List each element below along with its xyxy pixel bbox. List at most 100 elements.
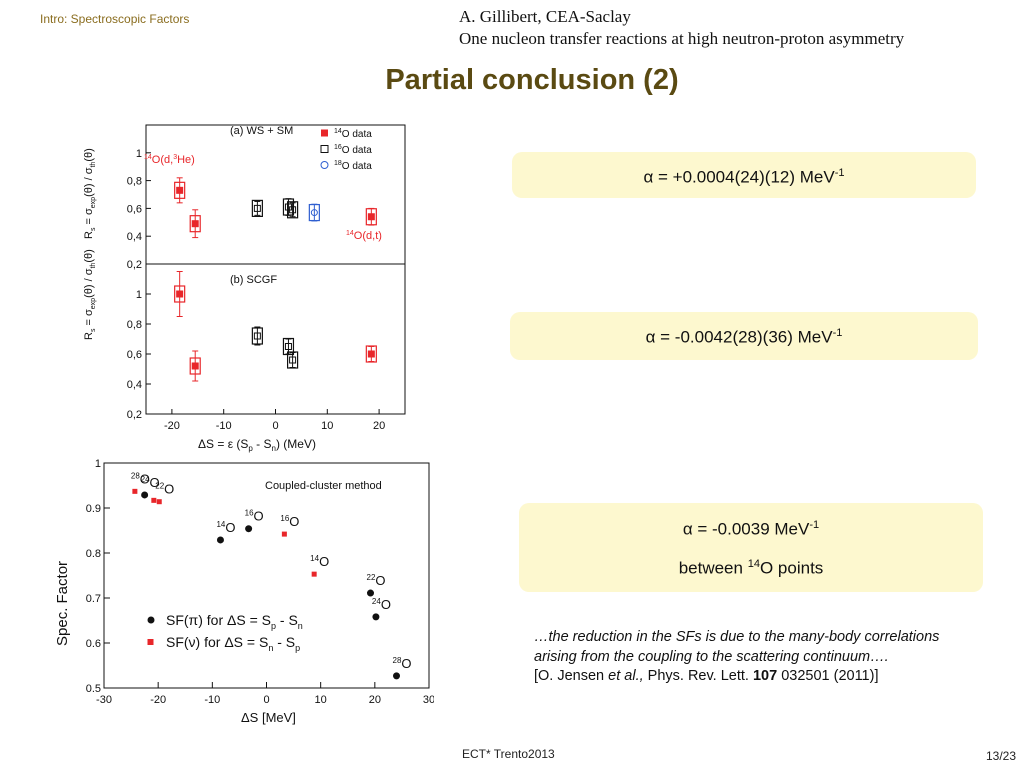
panel-a-ylabel: Rs = σexp(θ) / σth(θ): [83, 148, 97, 239]
ytick-label: 0.7: [86, 593, 101, 605]
annotation-dt: 14O(d,t): [346, 230, 382, 242]
quote-text: …the reduction in the SFs is due to the …: [534, 629, 940, 665]
panel-b-ylabel: Rs = σexp(θ) / σth(θ): [83, 249, 97, 340]
sys-box: [308, 203, 320, 222]
between-text: between: [678, 558, 748, 578]
alpha-value: = -0.0042(28)(36) MeV: [655, 327, 833, 347]
ytick-label: 0.6: [86, 638, 101, 650]
ytick-label: 1: [136, 148, 142, 160]
panel-b-xlabel: ΔS = ε (Sp - Sn) (MeV): [198, 437, 316, 453]
cc-chart: Coupled-cluster method 0.5 0.6 0.7 0.8 0.9 1 -…: [86, 458, 434, 725]
ytick-label: 0,4: [127, 379, 142, 391]
legend-dot-pi: [147, 616, 155, 624]
panel-b: (b) SCGF 0,2 0,4 0,6 0,8 1 -20 -10 0 10 20: [127, 263, 406, 432]
slide-title: Partial conclusion (2): [385, 64, 679, 96]
ytick-label: 0.5: [86, 683, 101, 695]
ytick-label: 0,2: [127, 409, 142, 421]
ref-authors: [O. Jensen: [534, 668, 609, 684]
sf-pi-point: [245, 525, 253, 533]
legend-square-nu: [147, 639, 154, 645]
cc-legend: SF(π) for ΔS = Sp - Sn SF(ν) for ΔS = Sn…: [147, 612, 303, 653]
sf-nu-point: [151, 497, 157, 503]
xtick-label: -30: [96, 694, 112, 706]
sf-pi-point: [393, 672, 400, 680]
alpha-unit-exp: -1: [832, 327, 843, 339]
panel-a: (a) WS + SM 14O data 16O data 18O data 0,2…: [127, 124, 406, 271]
sys-box: [174, 181, 186, 199]
legend-entry: 14O data: [334, 128, 372, 140]
talk-title: One nucleon transfer reactions at high n…: [459, 29, 905, 48]
xtick-label: 30: [423, 694, 434, 706]
panel-a-legend: 14O data 16O data 18O data: [320, 128, 372, 172]
ref-volume: 107: [752, 668, 778, 684]
xtick-label: -20: [150, 694, 166, 706]
author-line: A. Gillibert, CEA-Saclay: [459, 7, 631, 26]
author-block: A. Gillibert, CEA-Saclay One nucleon tra…: [459, 6, 904, 50]
ref-pages: 032501 (2011)]: [777, 668, 879, 684]
xtick-label: 0: [272, 420, 278, 432]
sf-nu-point: [281, 531, 287, 537]
alpha-symbol: α: [645, 327, 656, 347]
ref-etal: et al.,: [608, 668, 644, 684]
isotope-label: 14O: [216, 520, 235, 535]
panel-b-xticks: -20 -10 0 10 20: [164, 409, 385, 432]
sys-box: [365, 345, 377, 363]
isotope-mass: 14: [747, 557, 760, 570]
reference: [O. Jensen et al., Phys. Rev. Lett. 107 …: [534, 667, 954, 687]
data-point: [253, 204, 261, 212]
sys-box: [365, 208, 377, 226]
isotope-label: 16O: [280, 514, 299, 529]
legend-entry: 16O data: [334, 144, 372, 156]
ytick-label: 0,8: [127, 319, 142, 331]
isotope-label: 24O: [141, 475, 160, 490]
panel-b-label: (b) SCGF: [230, 274, 277, 286]
ytick-label: 0,6: [127, 203, 142, 215]
isotope-label: 28O: [393, 656, 412, 671]
sys-box: [282, 337, 295, 356]
data-point: [176, 186, 184, 194]
isotope-label: 28O: [131, 471, 150, 486]
alpha-unit-exp: -1: [809, 519, 820, 531]
legend-nu-text: SF(ν) for ΔS = Sn - Sp: [166, 634, 300, 653]
isotope-text: O points: [759, 558, 824, 578]
ytick-label: 0.8: [86, 548, 101, 560]
legend-marker: [321, 129, 328, 137]
section-label: Intro: Spectroscopic Factors: [40, 12, 190, 26]
cc-ticks: 0.5 0.6 0.7 0.8 0.9 1 -30 -20 -10 0 10 20 30: [86, 458, 434, 706]
sf-pi-point: [141, 491, 149, 499]
sf-nu-point: [132, 488, 138, 494]
rs-chart: (a) WS + SM 14O data 16O data 18O data 0,2…: [83, 124, 406, 453]
quote-block: …the reduction in the SFs is due to the …: [534, 628, 954, 687]
alpha-value: = +0.0004(24)(12) MeV: [653, 167, 835, 187]
sf-pi-point: [216, 536, 224, 544]
legend-pi-text: SF(π) for ΔS = Sp - Sn: [166, 612, 303, 631]
xtick-label: 20: [373, 420, 385, 432]
data-point: [284, 343, 292, 350]
data-point: [191, 362, 199, 370]
legend-marker: [320, 161, 329, 169]
panel-a-marks: [174, 177, 377, 239]
alpha-unit-exp: -1: [834, 167, 845, 179]
xtick-label: -20: [164, 420, 180, 432]
sys-box: [286, 351, 299, 369]
panel-a-yticks: 0,2 0,4 0,6 0,8 1: [127, 148, 151, 271]
ytick-label: 0.9: [86, 503, 101, 515]
isotope-label: 16O: [245, 509, 264, 524]
alpha-symbol: α: [643, 167, 654, 187]
panel-b-yticks: 0,2 0,4 0,6 0,8 1: [127, 289, 151, 421]
ref-journal: Phys. Rev. Lett.: [643, 668, 753, 684]
data-point: [191, 220, 199, 228]
annotation-d3he: 14O(d,3He): [144, 154, 195, 166]
ytick-label: 0,2: [127, 259, 142, 271]
sys-box: [174, 285, 186, 303]
isotope-label: 22O: [155, 482, 174, 497]
legend-marker: [320, 145, 329, 153]
sys-box: [189, 215, 201, 233]
sf-pi-point: [372, 613, 380, 621]
cc-title: Coupled-cluster method: [265, 480, 382, 492]
legend-entry: 18O data: [334, 160, 372, 172]
sys-box: [189, 357, 201, 375]
result-box-scgf: α = -0.0042(28)(36) MeV-1: [510, 312, 978, 360]
panel-b-marks: [174, 271, 377, 382]
